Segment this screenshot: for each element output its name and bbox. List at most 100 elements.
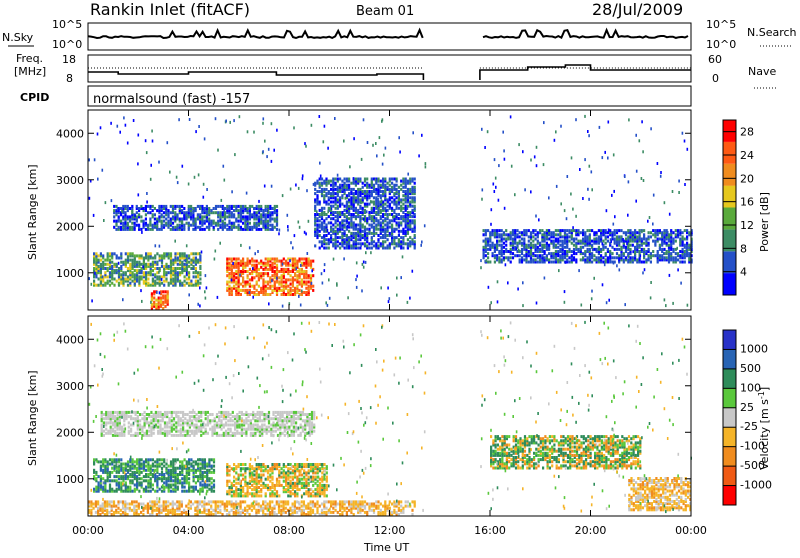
data-cell: [375, 196, 377, 199]
data-cell: [132, 271, 134, 274]
data-cell: [328, 221, 330, 224]
data-cell: [407, 188, 409, 191]
data-cell: [147, 224, 149, 227]
data-cell: [219, 224, 221, 227]
data-cell: [177, 430, 179, 433]
data-cell: [256, 211, 258, 214]
data-cell: [634, 229, 636, 232]
data-cell: [202, 432, 204, 435]
data-cell: [122, 475, 124, 478]
data-cell: [282, 419, 284, 422]
data-cell: [182, 165, 184, 168]
data-cell: [365, 251, 367, 254]
data-cell: [259, 411, 261, 414]
data-cell: [391, 207, 393, 210]
data-cell: [282, 263, 284, 266]
data-cell: [302, 411, 304, 414]
data-cell: [93, 252, 95, 255]
data-cell: [325, 178, 327, 181]
data-cell: [268, 209, 270, 212]
data-cell: [177, 257, 179, 260]
data-cell: [548, 258, 550, 261]
data-cell: [663, 248, 665, 251]
data-cell: [602, 283, 604, 286]
data-cell: [330, 207, 332, 210]
data-cell: [181, 261, 183, 264]
data-cell: [654, 229, 656, 232]
data-cell: [496, 256, 498, 259]
data-cell: [591, 188, 593, 191]
power-ylabel: Slant Range [km]: [26, 164, 39, 260]
data-cell: [314, 205, 316, 208]
data-cell: [249, 268, 251, 271]
data-cell: [549, 237, 551, 240]
data-cell: [498, 164, 500, 167]
data-cell: [341, 203, 343, 206]
data-cell: [127, 275, 129, 278]
data-cell: [295, 267, 297, 270]
data-cell: [138, 254, 140, 257]
data-cell: [228, 281, 230, 284]
data-cell: [227, 411, 229, 414]
data-cell: [299, 268, 301, 271]
data-cell: [175, 256, 177, 259]
data-cell: [400, 230, 402, 233]
data-cell: [571, 229, 573, 232]
data-cell: [596, 256, 598, 259]
data-cell: [95, 486, 97, 489]
data-cell: [107, 263, 109, 266]
data-cell: [244, 205, 246, 208]
data-cell: [319, 247, 321, 250]
data-cell: [278, 270, 280, 273]
data-cell: [483, 240, 485, 243]
data-cell: [205, 411, 207, 414]
data-cell: [270, 424, 272, 427]
data-cell: [167, 290, 169, 293]
data-cell: [510, 256, 512, 259]
data-cell: [346, 178, 348, 181]
data-cell: [409, 178, 411, 181]
data-cell: [325, 224, 327, 227]
data-cell: [191, 415, 193, 418]
data-cell: [274, 270, 276, 273]
data-cell: [675, 256, 677, 259]
data-cell: [575, 229, 577, 232]
data-cell: [368, 242, 370, 245]
data-cell: [305, 145, 307, 148]
data-cell: [217, 296, 219, 299]
data-cell: [113, 263, 115, 266]
data-cell: [535, 229, 537, 232]
data-cell: [485, 254, 487, 257]
data-cell: [380, 194, 382, 197]
data-cell: [385, 210, 387, 213]
data-cell: [347, 296, 349, 299]
data-cell: [294, 287, 296, 290]
data-cell: [138, 207, 140, 210]
data-cell: [414, 240, 416, 243]
data-cell: [220, 219, 222, 222]
data-cell: [256, 222, 258, 225]
data-cell: [179, 252, 181, 255]
data-cell: [539, 242, 541, 245]
data-cell: [250, 413, 252, 416]
data-cell: [170, 211, 172, 214]
data-cell: [319, 219, 321, 222]
data-cell: [195, 252, 197, 255]
data-cell: [148, 413, 150, 416]
data-cell: [325, 242, 327, 245]
data-cell: [537, 240, 539, 243]
data-cell: [486, 259, 488, 262]
data-cell: [322, 282, 324, 285]
data-cell: [353, 221, 355, 224]
data-cell: [575, 215, 577, 218]
data-cell: [140, 289, 142, 292]
data-cell: [279, 411, 281, 414]
data-cell: [325, 188, 327, 191]
data-cell: [548, 196, 550, 199]
data-cell: [635, 134, 637, 137]
data-cell: [240, 226, 242, 229]
data-cell: [262, 278, 264, 281]
data-cell: [129, 473, 131, 476]
data-cell: [107, 411, 109, 414]
data-cell: [274, 226, 276, 229]
